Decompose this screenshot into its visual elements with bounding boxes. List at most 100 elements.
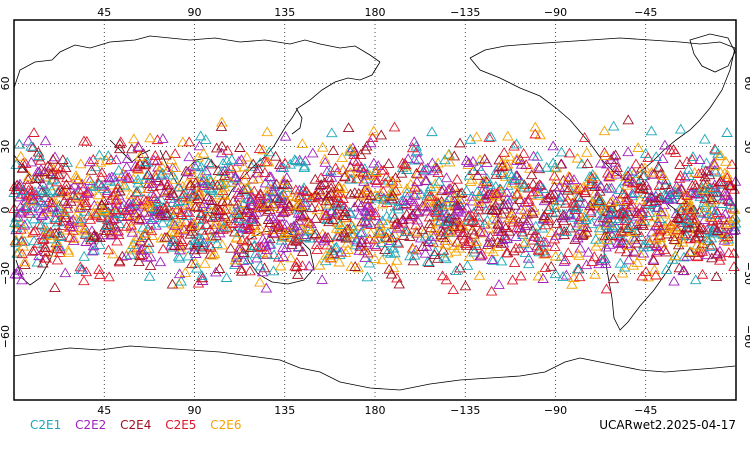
occultation-marker <box>724 180 737 191</box>
occultation-marker <box>472 160 485 171</box>
occultation-marker <box>570 220 583 231</box>
occultation-marker <box>600 241 612 252</box>
occultation-marker <box>23 170 35 181</box>
occultation-marker <box>517 147 530 158</box>
occultation-marker <box>466 210 478 221</box>
occultation-marker <box>235 263 247 273</box>
occultation-marker <box>598 207 611 218</box>
occultation-marker <box>181 206 193 217</box>
occultation-marker <box>217 157 229 168</box>
occultation-marker <box>437 201 449 212</box>
occultation-marker <box>430 206 442 217</box>
occultation-marker <box>88 229 101 240</box>
occultation-marker <box>374 187 387 198</box>
occultation-marker <box>267 265 280 276</box>
occultation-marker <box>613 184 626 194</box>
occultation-marker <box>325 205 338 216</box>
occultation-marker <box>609 219 621 230</box>
occultation-marker <box>368 157 380 168</box>
bottom-lon-tick-label: 45 <box>97 404 111 417</box>
occultation-marker <box>169 162 182 173</box>
occultation-marker <box>622 146 634 157</box>
occultation-marker <box>411 145 424 156</box>
occultation-marker <box>138 206 151 217</box>
occultation-marker <box>79 223 92 234</box>
occultation-marker <box>17 162 29 173</box>
occultation-marker <box>506 274 519 285</box>
occultation-marker <box>696 182 708 193</box>
occultation-marker <box>432 237 445 248</box>
occultation-marker <box>204 224 217 235</box>
occultation-marker <box>82 209 95 220</box>
occultation-marker <box>540 247 552 258</box>
occultation-marker <box>407 255 420 266</box>
occultation-marker <box>665 221 677 231</box>
occultation-marker <box>482 222 495 233</box>
occultation-marker <box>720 219 733 230</box>
occultation-marker <box>218 170 231 181</box>
occultation-marker <box>582 246 595 257</box>
occultation-marker <box>241 235 253 246</box>
occultation-marker <box>189 201 202 212</box>
occultation-marker <box>171 205 183 215</box>
occultation-marker <box>47 201 59 212</box>
occultation-marker <box>325 165 337 176</box>
occultation-marker <box>711 207 724 218</box>
occultation-marker <box>421 162 434 173</box>
occultation-marker <box>661 228 673 239</box>
occultation-marker <box>580 214 592 224</box>
occultation-marker <box>16 248 29 259</box>
occultation-marker <box>258 236 271 247</box>
occultation-marker <box>655 208 668 219</box>
occultation-marker <box>451 173 463 184</box>
occultation-marker <box>212 165 225 175</box>
occultation-marker <box>323 172 335 183</box>
occultation-marker <box>599 150 612 160</box>
occultation-marker <box>318 177 331 188</box>
bottom-lon-tick-label: 135 <box>274 404 295 417</box>
occultation-marker <box>495 225 508 236</box>
occultation-marker <box>110 194 122 205</box>
occultation-marker <box>573 191 586 202</box>
legend: C2E1 C2E2 C2E4 C2E5 C2E6 <box>30 418 251 432</box>
occultation-marker <box>724 199 737 210</box>
occultation-marker <box>316 274 328 284</box>
occultation-marker <box>623 222 635 232</box>
occultation-marker <box>684 246 696 257</box>
occultation-marker <box>514 194 526 205</box>
occultation-marker <box>78 190 90 201</box>
occultation-marker <box>147 191 160 202</box>
occultation-marker <box>250 247 262 258</box>
occultation-marker <box>189 160 201 171</box>
occultation-marker <box>206 179 219 190</box>
occultation-marker <box>26 201 39 212</box>
occultation-marker <box>484 178 496 189</box>
occultation-marker <box>296 138 309 149</box>
occultation-marker <box>448 150 461 161</box>
occultation-marker <box>174 239 187 250</box>
occultation-marker <box>550 229 562 240</box>
right-lat-tick-label: 60 <box>742 76 750 90</box>
occultation-marker <box>370 192 383 203</box>
occultation-marker <box>361 271 374 282</box>
occultation-marker <box>450 245 462 256</box>
occultation-marker <box>586 169 599 179</box>
occultation-marker <box>68 232 80 243</box>
occultation-marker <box>641 196 654 206</box>
occultation-marker <box>495 237 507 248</box>
occultation-marker <box>71 191 84 202</box>
occultation-marker <box>498 199 511 210</box>
occultation-marker <box>267 224 279 235</box>
occultation-marker <box>442 224 454 235</box>
occultation-marker <box>432 204 444 215</box>
occultation-marker <box>572 232 584 243</box>
occultation-marker <box>658 243 670 254</box>
occultation-marker <box>322 190 334 201</box>
occultation-marker <box>385 268 398 279</box>
occultation-marker <box>472 191 485 202</box>
occultation-marker <box>543 192 555 202</box>
occultation-marker <box>16 185 29 196</box>
occultation-marker <box>106 179 119 190</box>
occultation-marker <box>519 236 531 247</box>
occultation-marker <box>292 241 305 252</box>
